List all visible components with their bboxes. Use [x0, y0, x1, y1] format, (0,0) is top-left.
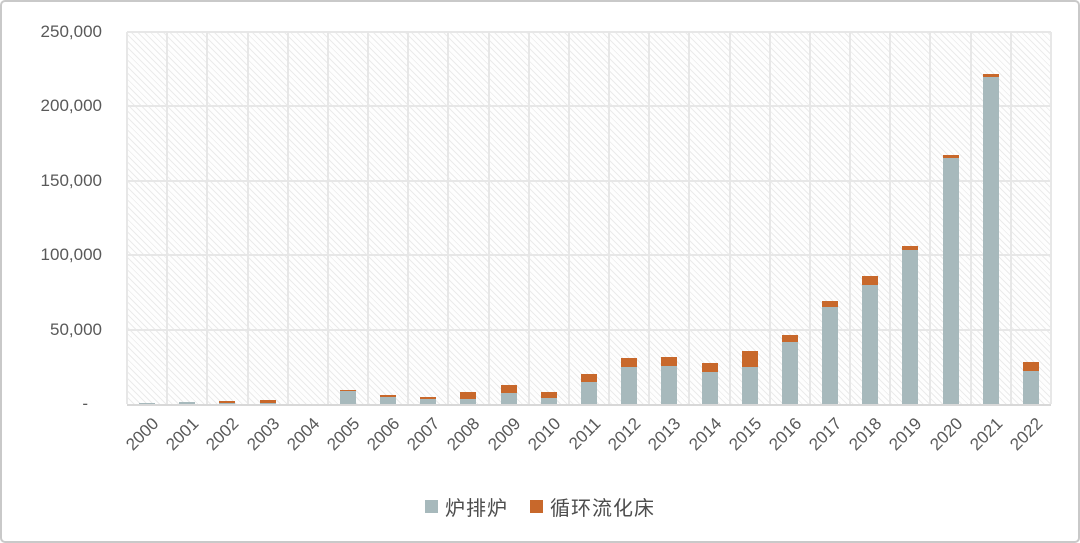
bar-segment-grate-furnace-2008 [460, 398, 477, 404]
gridline-vertical [769, 32, 771, 404]
gridline-horizontal [127, 254, 1051, 257]
bar-segment-cfb-2005 [339, 390, 356, 392]
bar-segment-grate-furnace-2021 [982, 77, 999, 404]
plot-area [126, 31, 1052, 406]
bar-segment-cfb-2002 [219, 400, 236, 404]
legend-item-cfb: 循环流化床 [530, 492, 655, 521]
gridline-vertical [688, 32, 690, 404]
bar-segment-cfb-2014 [701, 363, 718, 372]
bar-segment-grate-furnace-2011 [581, 381, 597, 404]
gridline-vertical [648, 32, 650, 404]
bar-segment-cfb-2017 [822, 300, 839, 307]
bar-segment-cfb-2006 [380, 395, 397, 398]
gridline-horizontal [127, 179, 1051, 182]
gridline-horizontal [127, 31, 1051, 33]
bar-segment-grate-furnace-2000 [139, 403, 156, 404]
y-tick-label: 150,000 [40, 170, 102, 190]
gridline-vertical [206, 32, 208, 404]
y-tick-label: 250,000 [40, 22, 102, 41]
gridline-horizontal [127, 105, 1051, 108]
bar-segment-cfb-2020 [942, 154, 959, 159]
gridline-vertical [367, 32, 369, 404]
bar-segment-cfb-2019 [902, 245, 919, 250]
bar-segment-cfb-2009 [500, 384, 517, 393]
gridline-vertical [327, 32, 329, 404]
gridline-horizontal [127, 328, 1051, 331]
bar-segment-grate-furnace-2022 [1022, 370, 1039, 404]
gridline-vertical [889, 32, 891, 404]
gridline-vertical [849, 32, 851, 404]
bar-segment-cfb-2015 [741, 351, 758, 368]
gridline-vertical [287, 32, 289, 404]
gridline-vertical [809, 32, 811, 404]
y-tick-label: 50,000 [50, 319, 102, 339]
bar-segment-grate-furnace-2005 [339, 391, 356, 404]
bar-segment-cfb-2012 [621, 358, 638, 368]
x-axis-line [127, 404, 1051, 406]
gridline-vertical [568, 32, 570, 404]
bar-segment-grate-furnace-2020 [942, 158, 959, 404]
legend-item-grate-furnace: 炉排炉 [425, 492, 508, 521]
gridline-vertical [447, 32, 449, 404]
gridline-vertical [608, 32, 610, 404]
bar-segment-cfb-2021 [982, 73, 999, 78]
bar-segment-cfb-2022 [1022, 361, 1039, 371]
bar-segment-cfb-2011 [581, 374, 597, 382]
legend: 炉排炉 循环流化床 [2, 492, 1078, 521]
gridline-vertical [247, 32, 249, 404]
gridline-vertical [488, 32, 490, 404]
y-tick-label: 200,000 [40, 96, 102, 116]
gridline-vertical [407, 32, 409, 404]
bar-segment-cfb-2003 [259, 400, 276, 403]
legend-label-cfb: 循环流化床 [550, 498, 655, 520]
y-tick-label: - [82, 394, 88, 413]
bar-segment-grate-furnace-2006 [380, 397, 397, 404]
bar-segment-grate-furnace-2009 [500, 393, 517, 404]
bar-segment-grate-furnace-2017 [822, 306, 839, 404]
bar-segment-grate-furnace-2012 [621, 367, 638, 404]
gridline-vertical [1050, 32, 1052, 404]
bar-segment-cfb-2007 [420, 397, 437, 400]
gridline-vertical [929, 32, 931, 404]
bar-segment-grate-furnace-2013 [661, 365, 678, 404]
bar-segment-grate-furnace-2018 [862, 284, 879, 404]
gridline-vertical [970, 32, 972, 404]
gridline-vertical [1010, 32, 1012, 404]
bar-segment-grate-furnace-2010 [540, 398, 557, 404]
bar-segment-cfb-2013 [661, 357, 678, 366]
bar-segment-cfb-2016 [781, 334, 798, 342]
bar-segment-grate-furnace-2019 [902, 250, 919, 404]
bar-segment-grate-furnace-2001 [179, 402, 196, 404]
bar-segment-cfb-2018 [862, 275, 879, 285]
gridline-vertical [166, 32, 168, 404]
gridline-vertical [126, 32, 128, 404]
bar-segment-cfb-2008 [460, 392, 477, 399]
legend-swatch-cfb [530, 500, 543, 513]
bar-segment-grate-furnace-2014 [701, 371, 718, 404]
legend-label-grate-furnace: 炉排炉 [445, 498, 508, 520]
legend-swatch-grate-furnace [425, 500, 438, 513]
bar-segment-grate-furnace-2002 [219, 403, 236, 404]
gridline-vertical [528, 32, 530, 404]
bar-segment-grate-furnace-2016 [781, 341, 798, 404]
bar-segment-grate-furnace-2007 [420, 399, 437, 404]
gridline-vertical [729, 32, 731, 404]
y-tick-label: 100,000 [40, 245, 102, 265]
bar-segment-grate-furnace-2015 [741, 367, 758, 404]
bar-segment-grate-furnace-2003 [259, 402, 276, 404]
bar-segment-cfb-2010 [540, 392, 557, 399]
